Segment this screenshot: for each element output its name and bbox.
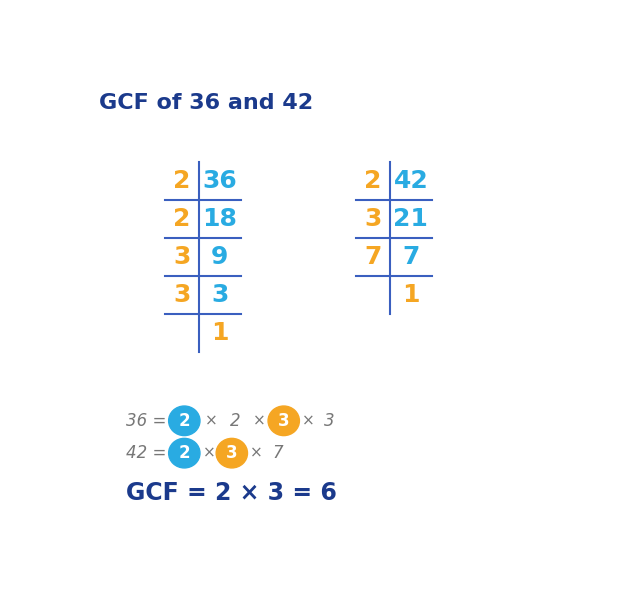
Text: ×: × [302, 413, 315, 428]
Text: 7: 7 [272, 444, 283, 462]
Text: 3: 3 [173, 245, 190, 269]
Text: 2: 2 [364, 169, 382, 193]
Text: ×: × [253, 413, 265, 428]
Text: 3: 3 [211, 283, 229, 307]
Circle shape [268, 406, 300, 436]
Text: 2: 2 [173, 169, 190, 193]
Text: 3: 3 [278, 412, 289, 430]
Text: 42: 42 [394, 169, 428, 193]
Text: GCF = 2 × 3 = 6: GCF = 2 × 3 = 6 [126, 481, 336, 505]
Circle shape [169, 439, 200, 468]
Text: 42 =: 42 = [126, 444, 166, 462]
Text: 3: 3 [364, 207, 382, 231]
Text: ×: × [205, 413, 217, 428]
Text: 36 =: 36 = [126, 412, 166, 430]
Text: 3: 3 [324, 412, 334, 430]
Text: 3: 3 [173, 283, 190, 307]
Text: 18: 18 [202, 207, 237, 231]
Text: 2: 2 [173, 207, 190, 231]
Circle shape [169, 406, 200, 436]
Text: 21: 21 [393, 207, 428, 231]
Text: 1: 1 [402, 283, 420, 307]
Text: 2: 2 [178, 412, 190, 430]
Circle shape [216, 439, 248, 468]
Text: ×: × [202, 446, 215, 461]
Text: 7: 7 [364, 245, 382, 269]
Text: 2: 2 [178, 444, 190, 462]
Text: 9: 9 [211, 245, 229, 269]
Text: 7: 7 [402, 245, 420, 269]
Text: ×: × [250, 446, 263, 461]
Text: 2: 2 [229, 412, 240, 430]
Text: GCF of 36 and 42: GCF of 36 and 42 [99, 93, 313, 113]
Text: 3: 3 [226, 444, 238, 462]
Text: 36: 36 [202, 169, 237, 193]
Text: 1: 1 [211, 320, 229, 344]
